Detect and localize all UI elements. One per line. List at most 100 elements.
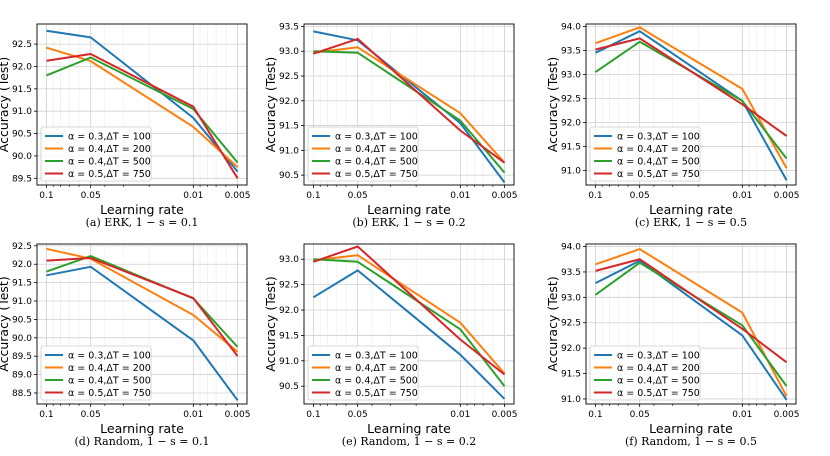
x-tick-label: 0.05 bbox=[81, 410, 101, 420]
legend-box bbox=[307, 126, 419, 182]
y-tick-label: 91.0 bbox=[12, 297, 32, 307]
series-line-4 bbox=[595, 37, 788, 137]
legend-box bbox=[307, 345, 419, 401]
y-tick-label: 90.0 bbox=[12, 152, 32, 162]
y-tick-label: 94.0 bbox=[561, 243, 581, 253]
x-tick-label: 0.1 bbox=[306, 410, 320, 420]
y-axis-label: Accuracy (Test) bbox=[545, 57, 560, 152]
x-tick-label: 0.1 bbox=[588, 191, 602, 201]
legend-entry-1: α = 0.3,ΔT = 100 bbox=[68, 132, 151, 143]
y-tick-label: 91.5 bbox=[279, 331, 299, 341]
y-tick-label: 93.5 bbox=[561, 268, 581, 278]
subplot-caption: (f) Random, 1 − s = 0.5 bbox=[625, 435, 757, 448]
y-tick-label: 92.5 bbox=[279, 281, 299, 291]
y-tick-label: 91.5 bbox=[279, 122, 299, 132]
x-tick-label: 0.005 bbox=[774, 191, 800, 201]
series-line-4 bbox=[46, 257, 239, 357]
y-tick-label: 88.5 bbox=[12, 389, 32, 399]
series-line-2 bbox=[313, 46, 506, 164]
plot-frame bbox=[303, 243, 515, 405]
y-tick-label: 93.0 bbox=[561, 293, 581, 303]
y-tick-label: 91.0 bbox=[561, 167, 581, 177]
y-tick-label: 90.0 bbox=[12, 334, 32, 344]
y-tick-label: 93.5 bbox=[279, 22, 299, 32]
legend-entry-2: α = 0.4,ΔT = 200 bbox=[617, 363, 700, 374]
y-tick-label: 92.0 bbox=[561, 344, 581, 354]
x-tick-label: 0.005 bbox=[225, 191, 251, 201]
y-tick-label: 92.5 bbox=[561, 94, 581, 104]
y-tick-label: 91.5 bbox=[12, 85, 32, 95]
legend-entry-2: α = 0.4,ΔT = 200 bbox=[335, 363, 418, 374]
x-axis-label: Learning rate bbox=[100, 421, 184, 436]
x-axis-label: Learning rate bbox=[100, 202, 184, 217]
series-line-4 bbox=[313, 245, 506, 376]
plot-frame bbox=[585, 23, 797, 186]
legend-entry-1: α = 0.3,ΔT = 100 bbox=[68, 351, 151, 362]
subplot-caption: (a) ERK, 1 − s = 0.1 bbox=[86, 216, 199, 229]
x-tick-label: 0.01 bbox=[450, 191, 470, 201]
y-axis-label: Accuracy (Test) bbox=[263, 276, 278, 371]
series-line-1 bbox=[46, 29, 239, 173]
legend-entry-4: α = 0.5,ΔT = 750 bbox=[617, 169, 700, 180]
subplot-3: 91.0 91.5 92.0 92.5 93.0 93.5 94.0 0.1 0.05 0.01 0… bbox=[545, 22, 799, 229]
x-axis-label: Learning rate bbox=[367, 202, 451, 217]
plot-frame bbox=[585, 243, 797, 405]
y-tick-label: 89.5 bbox=[12, 352, 32, 362]
subplot-caption: (d) Random, 1 − s = 0.1 bbox=[75, 435, 210, 448]
legend-entry-2: α = 0.4,ΔT = 200 bbox=[68, 144, 151, 155]
series-line-1 bbox=[312, 269, 506, 400]
y-tick-label: 92.0 bbox=[12, 260, 32, 270]
y-tick-label: 93.0 bbox=[279, 47, 299, 57]
plot-frame bbox=[36, 243, 248, 405]
series-line-1 bbox=[595, 259, 788, 401]
x-axis-label: Learning rate bbox=[367, 421, 451, 436]
legend-entry-4: α = 0.5,ΔT = 750 bbox=[335, 169, 418, 180]
series-line-4 bbox=[313, 37, 506, 164]
legend-entry-2: α = 0.4,ΔT = 200 bbox=[335, 144, 418, 155]
y-tick-label: 91.5 bbox=[12, 279, 32, 289]
legend-box bbox=[589, 345, 701, 401]
y-tick-label: 91.0 bbox=[279, 146, 299, 156]
series-line-2 bbox=[46, 46, 239, 168]
y-tick-label: 92.0 bbox=[12, 62, 32, 72]
legend-entry-2: α = 0.4,ΔT = 200 bbox=[617, 144, 700, 155]
x-tick-label: 0.005 bbox=[492, 410, 518, 420]
y-tick-label: 92.5 bbox=[561, 319, 581, 329]
y-tick-label: 93.0 bbox=[561, 70, 581, 80]
x-tick-label: 0.1 bbox=[588, 410, 602, 420]
series-line-4 bbox=[46, 53, 239, 179]
legend-entry-1: α = 0.3,ΔT = 100 bbox=[335, 132, 418, 143]
x-tick-label: 0.01 bbox=[732, 191, 752, 201]
y-tick-label: 92.5 bbox=[12, 242, 32, 252]
y-tick-label: 93.0 bbox=[279, 255, 299, 265]
y-axis-label: Accuracy (Test) bbox=[0, 57, 11, 152]
series-line-2 bbox=[313, 254, 506, 375]
y-tick-label: 91.5 bbox=[561, 143, 581, 153]
y-axis-label: Accuracy (Test) bbox=[263, 57, 278, 152]
legend-entry-4: α = 0.5,ΔT = 750 bbox=[68, 388, 151, 399]
y-tick-label: 90.5 bbox=[12, 315, 32, 325]
subplot-caption: (e) Random, 1 − s = 0.2 bbox=[342, 435, 476, 448]
legend-entry-3: α = 0.4,ΔT = 500 bbox=[68, 157, 151, 168]
legend-entry-1: α = 0.3,ΔT = 100 bbox=[617, 351, 700, 362]
legend-entry-1: α = 0.3,ΔT = 100 bbox=[335, 351, 418, 362]
x-tick-label: 0.05 bbox=[348, 410, 368, 420]
legend-entry-3: α = 0.4,ΔT = 500 bbox=[335, 376, 418, 387]
y-tick-label: 92.0 bbox=[279, 97, 299, 107]
x-tick-label: 0.1 bbox=[306, 191, 320, 201]
x-tick-label: 0.1 bbox=[39, 410, 53, 420]
subplot-caption: (c) ERK, 1 − s = 0.5 bbox=[635, 216, 747, 229]
y-tick-label: 91.0 bbox=[561, 395, 581, 405]
legend-box bbox=[40, 345, 152, 401]
subplot-6: 91.0 91.5 92.0 92.5 93.0 93.5 94.0 0.1 0.05 0.01 0… bbox=[545, 243, 799, 448]
series-line-2 bbox=[46, 247, 239, 353]
legend-entry-3: α = 0.4,ΔT = 500 bbox=[617, 157, 700, 168]
x-axis-label: Learning rate bbox=[649, 202, 733, 217]
x-tick-label: 0.005 bbox=[492, 191, 518, 201]
x-tick-label: 0.005 bbox=[774, 410, 800, 420]
legend-entry-4: α = 0.5,ΔT = 750 bbox=[335, 388, 418, 399]
y-tick-label: 94.0 bbox=[561, 22, 581, 32]
legend-entry-3: α = 0.4,ΔT = 500 bbox=[617, 376, 700, 387]
y-axis-label: Accuracy (Test) bbox=[545, 276, 560, 371]
